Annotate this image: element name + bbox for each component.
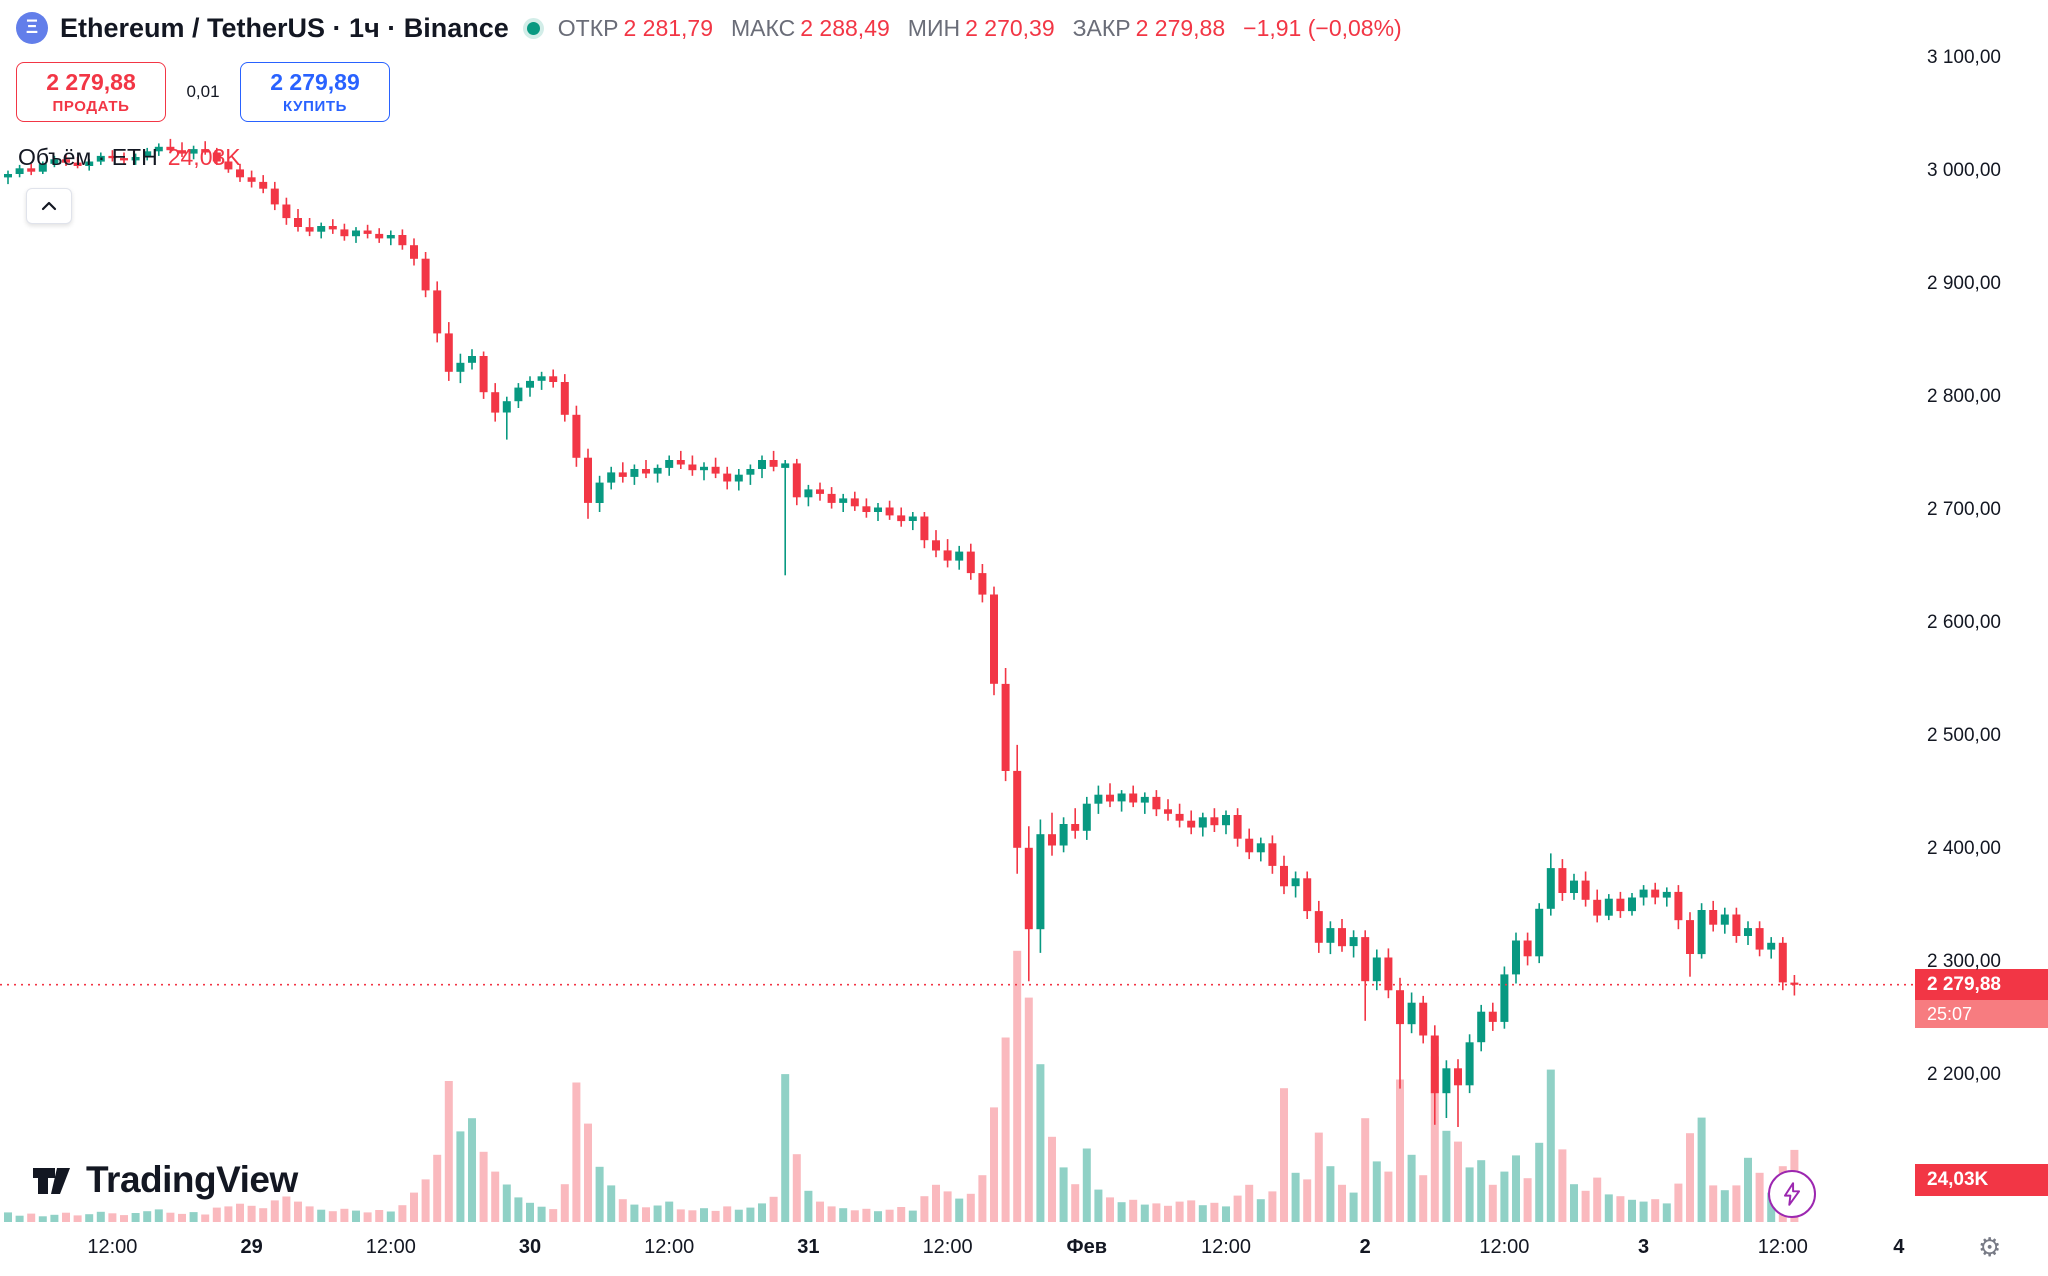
price-axis[interactable]: 2 279,88 25:07 24,03K 3 100,00 3 000,00 2 … [1915,0,2048,1222]
candles [4,138,1799,1127]
lightning-icon [1783,1182,1801,1206]
price-axis-label: 2 300,00 [1927,950,2001,972]
open-label: ОТКР [557,14,619,41]
collapse-legend-button[interactable] [26,188,72,224]
close-value: 2 279,88 [1135,14,1226,41]
volume-legend-value: 24,03K [167,144,241,170]
volume-badge: 24,03K [1915,1164,2048,1196]
buy-price: 2 279,89 [270,69,360,95]
time-axis-label: 12:00 [644,1236,695,1258]
time-axis-label-major: 3 [1638,1236,1650,1258]
time-axis-label-major: 2 [1359,1236,1371,1258]
price-axis-label: 2 400,00 [1927,837,2001,859]
time-axis-label: 12:00 [1479,1236,1530,1258]
time-axis-label-major: 31 [797,1236,820,1258]
time-axis-label: 12:00 [87,1236,138,1258]
buy-button[interactable]: 2 279,89 КУПИТЬ [240,62,390,122]
time-axis-label-major: 4 [1893,1236,1905,1258]
price-axis-label: 2 200,00 [1927,1064,2001,1086]
change-value: −1,91 (−0,08%) [1243,14,1402,41]
open-value: 2 281,79 [623,14,713,41]
close-label: ЗАКР [1072,14,1131,41]
time-axis-label: 12:00 [1757,1236,1808,1258]
sell-button[interactable]: 2 279,88 ПРОДАТЬ [16,62,166,122]
time-axis-label: 12:00 [1200,1236,1252,1258]
price-axis-label: 2 900,00 [1927,272,2001,294]
volume-legend-label: Объём · ETH [18,144,158,170]
tradingview-logo-icon [33,1168,70,1194]
tradingview-logo-text: TradingView [86,1159,298,1200]
time-axis-label-major: Фев [1066,1236,1108,1258]
price-axis-label: 2 500,00 [1927,724,2001,746]
price-axis-label: 2 700,00 [1927,498,2001,520]
time-axis-label-major: 30 [518,1236,542,1258]
current-price-badge: 2 279,88 25:07 [1915,969,2048,1029]
volume-bars [4,950,1799,1222]
spread-value: 0,01 [186,82,220,101]
price-axis-label: 3 000,00 [1927,159,2001,181]
tradingview-logo[interactable]: TradingView [30,1158,298,1202]
symbol-title[interactable]: Ethereum / TetherUS · 1ч · Binance [60,12,509,43]
price-axis-label: 2 800,00 [1927,385,2001,407]
ohlc-readout: ОТКР 2 281,79 МАКС 2 288,49 МИН 2 270,39 ЗА… [558,15,1402,42]
current-price-value: 2 279,88 [1915,969,2048,1001]
time-axis-label: 12:00 [365,1236,416,1258]
high-label: МАКС [731,14,796,41]
chart-legend: Ξ Ethereum / TetherUS · 1ч · Binance ОТК… [16,12,1402,44]
time-axis-label: 12:00 [922,1236,973,1258]
candle-countdown: 25:07 [1915,1000,2048,1029]
low-label: МИН [907,14,961,41]
low-value: 2 270,39 [965,14,1055,41]
time-axis-label-major: 29 [240,1236,263,1258]
high-value: 2 288,49 [800,14,890,41]
time-axis[interactable]: 12:00 29 12:00 30 12:00 31 12:00 Фев 12:00 2 12:00… [0,1222,2048,1276]
sell-price: 2 279,88 [46,69,136,95]
ethereum-icon: Ξ [16,12,48,44]
trade-buttons: 2 279,88 ПРОДАТЬ 0,01 2 279,89 КУПИТЬ [16,62,390,122]
boost-button[interactable] [1768,1170,1816,1218]
price-axis-label: 2 600,00 [1927,611,2001,633]
price-axis-label: 3 100,00 [1927,46,2001,68]
market-open-dot-icon[interactable] [526,21,540,35]
sell-label: ПРОДАТЬ [52,98,130,115]
buy-label: КУПИТЬ [283,98,347,115]
gear-icon[interactable]: ⚙ [1978,1232,2002,1262]
volume-legend: Объём · ETH 24,03K [18,144,241,171]
chevron-up-icon [41,201,57,211]
